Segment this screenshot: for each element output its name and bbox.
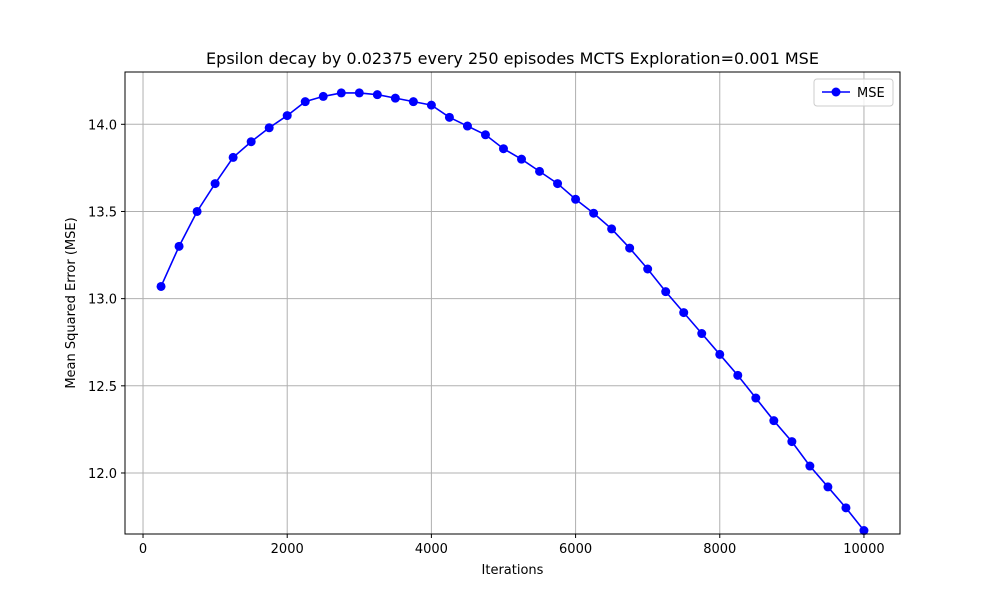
data-point xyxy=(733,370,743,380)
data-point xyxy=(156,281,166,291)
data-point xyxy=(679,308,689,318)
data-point xyxy=(841,503,851,513)
legend-box xyxy=(813,78,894,107)
data-point xyxy=(607,224,617,234)
data-point xyxy=(390,93,400,103)
data-point xyxy=(192,206,202,216)
data-point xyxy=(264,123,274,133)
data-point xyxy=(318,91,328,101)
ticks: 0 2000 4000 6000 8000 10000 12.0 12.5 13.0 13.5 14… xyxy=(88,118,885,557)
data-point xyxy=(517,154,527,164)
legend-label-mse: MSE xyxy=(857,86,885,101)
data-point xyxy=(535,166,545,176)
data-point xyxy=(661,287,671,297)
x-tick-label: 2000 xyxy=(271,542,304,557)
data-point xyxy=(282,111,292,121)
series-layer xyxy=(156,88,869,536)
data-point xyxy=(426,100,436,110)
chart-title: Epsilon decay by 0.02375 every 250 episo… xyxy=(206,49,819,68)
data-point xyxy=(498,144,508,154)
x-tick-label: 10000 xyxy=(843,542,884,557)
data-point xyxy=(408,97,418,107)
data-point xyxy=(787,437,797,447)
data-point xyxy=(769,416,779,426)
x-tick-label: 4000 xyxy=(415,542,448,557)
y-tick-label: 12.0 xyxy=(88,467,117,482)
data-point xyxy=(859,526,869,536)
axes-frame xyxy=(124,71,901,535)
y-tick-label: 12.5 xyxy=(88,380,117,395)
data-point xyxy=(553,179,563,189)
x-tick-label: 0 xyxy=(139,542,147,557)
y-tick-label: 13.0 xyxy=(88,293,117,308)
data-point xyxy=(625,243,635,253)
series-line-mse xyxy=(160,92,865,532)
data-point xyxy=(571,194,581,204)
data-point xyxy=(480,130,490,140)
data-point xyxy=(246,137,256,147)
x-axis-label: Iterations xyxy=(482,563,544,578)
data-point xyxy=(823,482,833,492)
data-point xyxy=(715,349,725,359)
data-point xyxy=(697,329,707,339)
legend: MSE xyxy=(813,78,894,107)
y-tick-label: 13.5 xyxy=(88,205,117,220)
grid-lines xyxy=(125,72,900,534)
data-point xyxy=(643,264,653,274)
y-tick-label: 14.0 xyxy=(88,118,117,133)
data-point xyxy=(805,461,815,471)
data-point xyxy=(751,393,761,403)
data-point xyxy=(444,112,454,122)
data-point xyxy=(354,88,364,98)
data-point xyxy=(462,121,472,131)
x-tick-label: 6000 xyxy=(559,542,592,557)
data-point xyxy=(210,179,220,189)
data-point xyxy=(300,97,310,107)
data-point xyxy=(589,208,599,218)
data-point xyxy=(174,241,184,251)
data-point xyxy=(372,90,382,100)
legend-dot-marker xyxy=(831,87,841,97)
data-point xyxy=(336,88,346,98)
x-tick-label: 8000 xyxy=(703,542,736,557)
y-axis-label: Mean Squared Error (MSE) xyxy=(64,217,79,388)
data-point xyxy=(228,152,238,162)
